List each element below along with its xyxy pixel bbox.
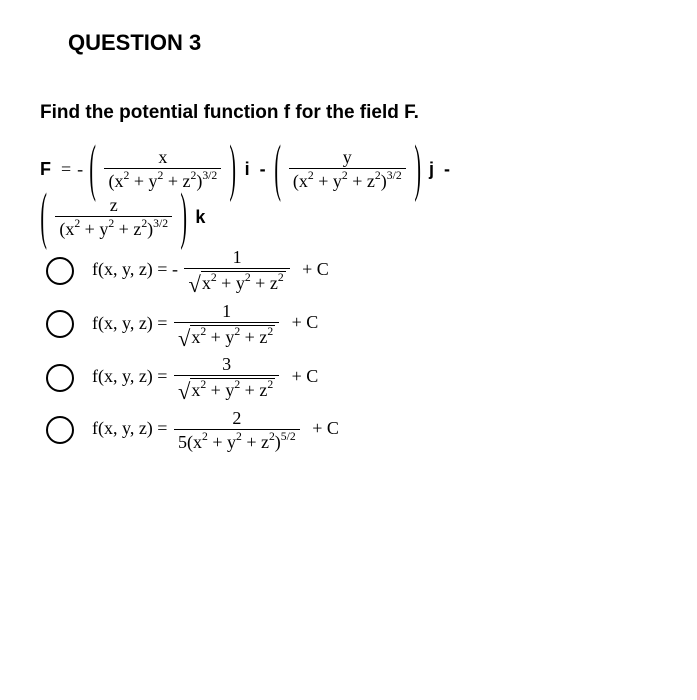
j-hat: j (429, 160, 434, 178)
question-prompt: Find the potential function f for the fi… (40, 102, 657, 124)
option-b[interactable]: f(x, y, z) = 1 √x2 + y2 + z2 + C (46, 302, 657, 348)
radio-d[interactable] (46, 416, 74, 444)
rbracket-3: ) (180, 184, 187, 248)
equals: = (61, 160, 71, 178)
radio-a[interactable] (46, 257, 74, 285)
option-d[interactable]: f(x, y, z) = 2 5(x2 + y2 + z2)5/2 + C (46, 409, 657, 451)
dash-1: - (260, 160, 266, 178)
option-b-math: f(x, y, z) = 1 √x2 + y2 + z2 + C (92, 302, 318, 348)
frac-z: z (x2 + y2 + z2)3/2 (55, 196, 172, 238)
lbracket-2: ( (274, 136, 281, 200)
k-hat: k (195, 208, 205, 226)
radio-c[interactable] (46, 364, 74, 392)
dash-2: - (444, 160, 450, 178)
option-c-math: f(x, y, z) = 3 √x2 + y2 + z2 + C (92, 355, 318, 401)
i-hat: i (245, 160, 250, 178)
radio-b[interactable] (46, 310, 74, 338)
frac-y: y (x2 + y2 + z2)3/2 (289, 148, 406, 190)
rbracket-2: ) (414, 136, 421, 200)
rbracket-1: ) (230, 136, 237, 200)
question-title: QUESTION 3 (68, 30, 657, 56)
frac-x: x (x2 + y2 + z2)3/2 (104, 148, 221, 190)
vector-field-equation: F = - ( x (x2 + y2 + z2)3/2 ) i - ( y (x… (40, 148, 657, 238)
option-a-math: f(x, y, z) = - 1 √x2 + y2 + z2 + C (92, 248, 329, 294)
option-c[interactable]: f(x, y, z) = 3 √x2 + y2 + z2 + C (46, 355, 657, 401)
F-label: F (40, 160, 51, 178)
answer-options: f(x, y, z) = - 1 √x2 + y2 + z2 + C f(x, … (46, 248, 657, 451)
lbracket-3: ( (40, 184, 47, 248)
option-a[interactable]: f(x, y, z) = - 1 √x2 + y2 + z2 + C (46, 248, 657, 294)
lbracket-1: ( (90, 136, 97, 200)
option-d-math: f(x, y, z) = 2 5(x2 + y2 + z2)5/2 + C (92, 409, 339, 451)
minus-1: - (77, 160, 83, 178)
